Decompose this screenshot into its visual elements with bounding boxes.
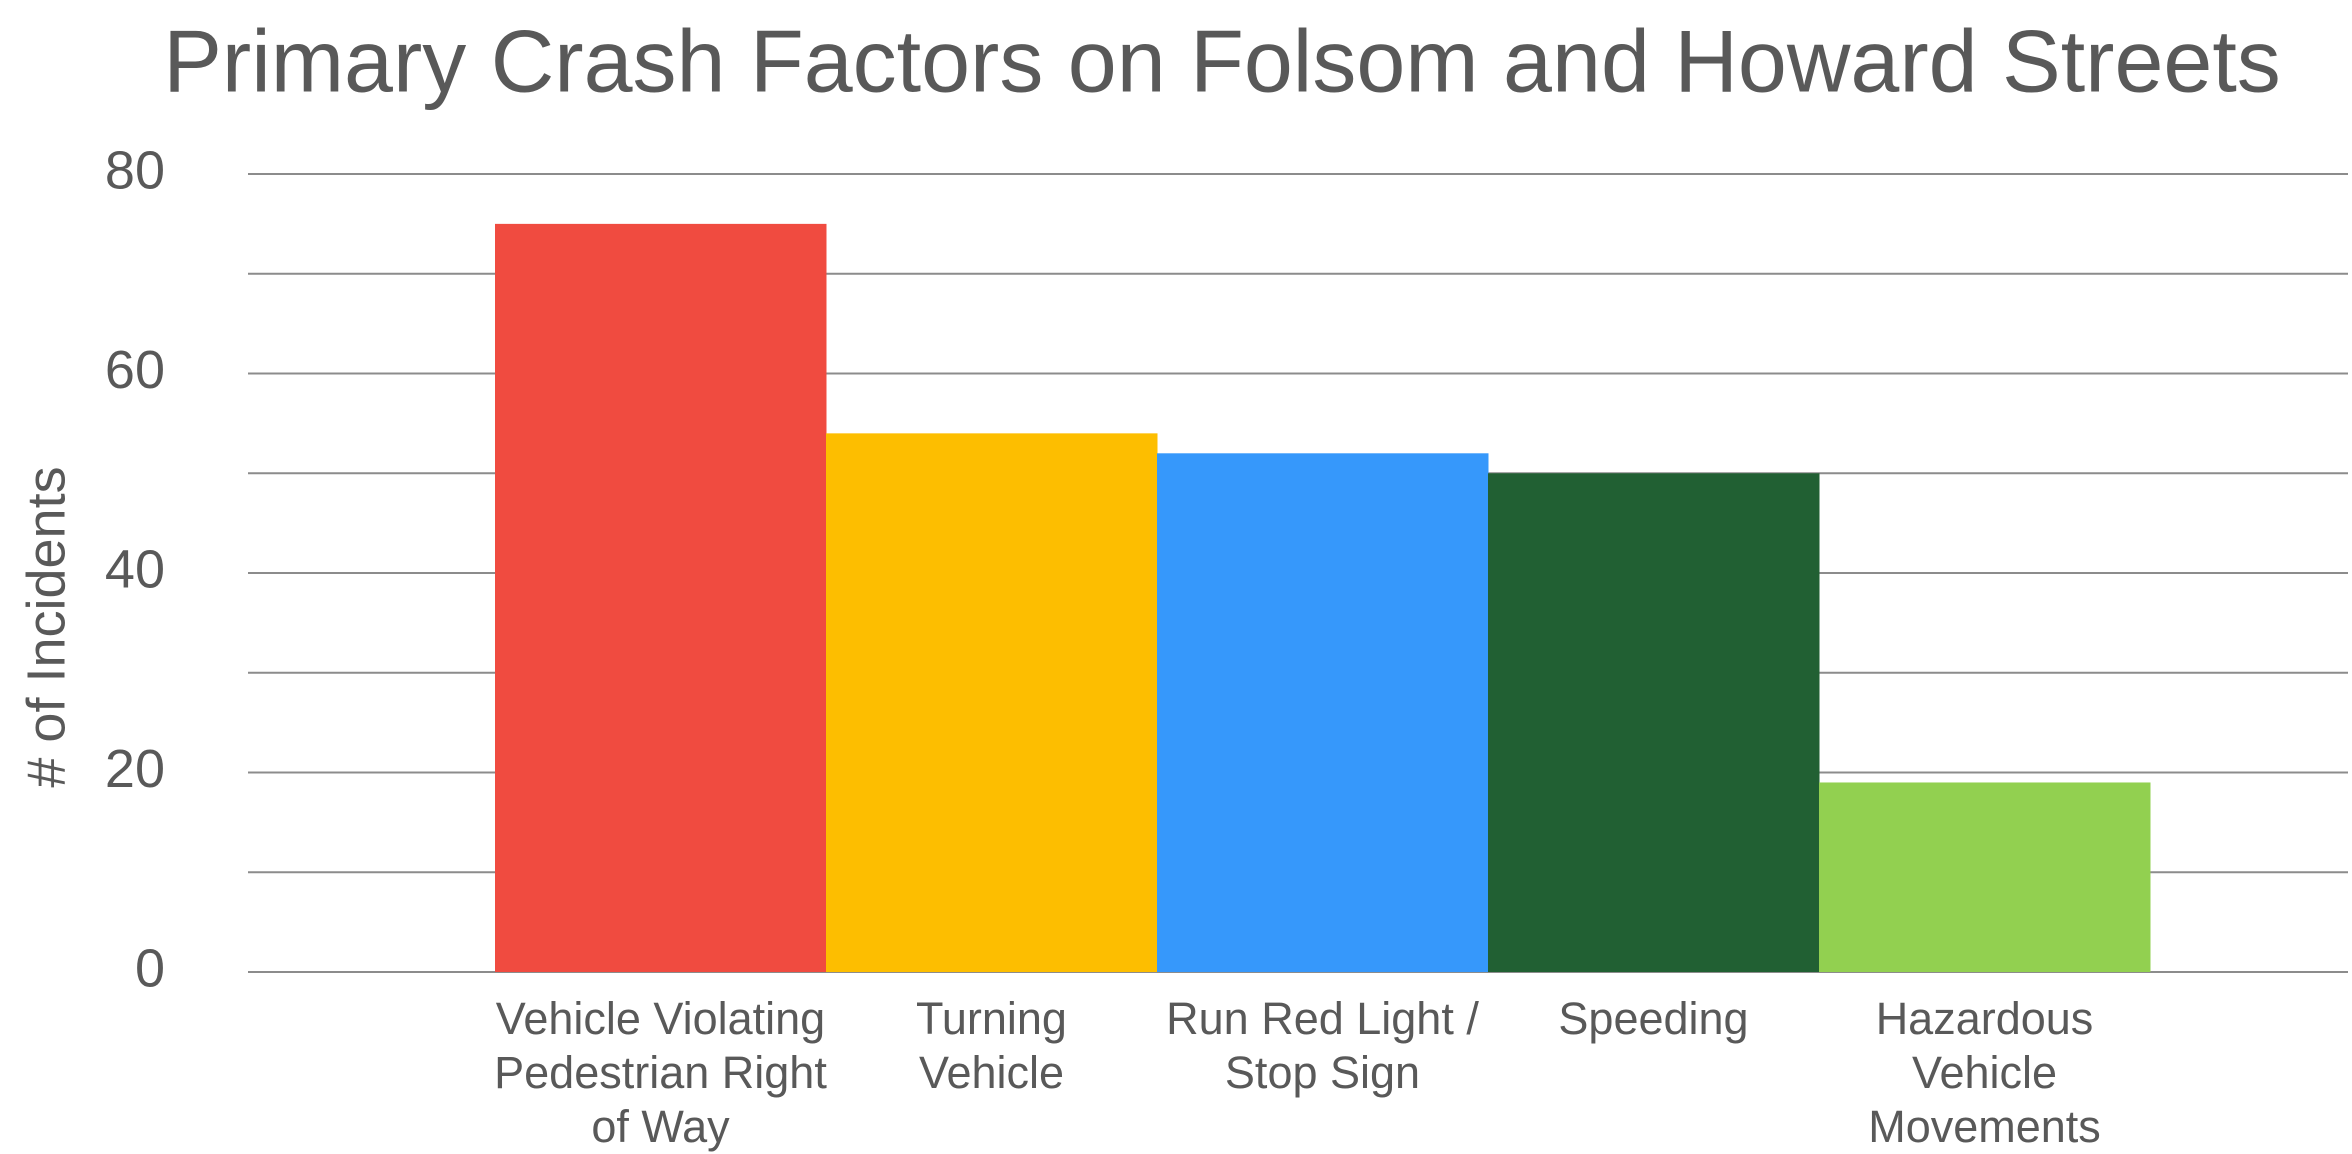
chart-title: Primary Crash Factors on Folsom and Howa… <box>163 11 2281 110</box>
x-tick-label: Vehicle Violating Pedestrian Right of Wa… <box>494 993 827 1152</box>
y-tick-label: 0 <box>135 938 165 998</box>
x-tick-label: Speeding <box>1558 993 1749 1044</box>
bar <box>826 433 1158 973</box>
y-tick-label: 60 <box>105 340 165 400</box>
y-axis-label: # of Incidents <box>16 466 76 787</box>
y-tick-label: 80 <box>105 140 165 200</box>
y-tick-label: 20 <box>105 739 165 799</box>
x-tick-label: Hazardous Vehicle Movements <box>1868 993 2101 1152</box>
bar <box>1157 453 1489 972</box>
x-tick-label: Turning Vehicle <box>916 993 1067 1098</box>
bar <box>1819 782 2151 972</box>
bar <box>495 223 827 972</box>
y-tick-label: 40 <box>105 539 165 599</box>
x-tick-label: Run Red Light / Stop Sign <box>1166 993 1479 1098</box>
bar <box>1488 473 1820 972</box>
